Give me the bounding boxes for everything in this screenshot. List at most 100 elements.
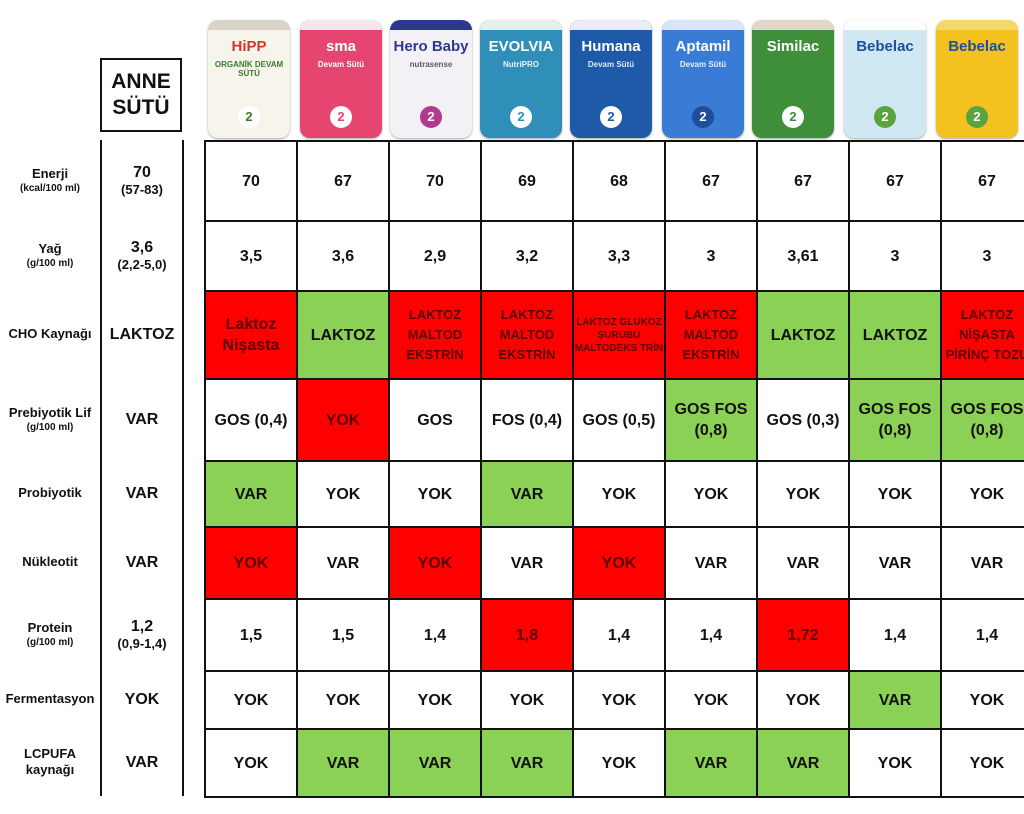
table-row: YOK YOK YOK YOK YOK YOK YOK VAR YOK — [204, 670, 1024, 730]
table-cell: YOK — [664, 670, 758, 730]
table-cell: 2,9 — [388, 220, 482, 292]
can-lid — [208, 20, 290, 30]
brand-logo: Hero Baby — [393, 38, 469, 55]
stage-number-badge: 2 — [238, 106, 260, 128]
table-cell: VAR — [204, 460, 298, 528]
table-cell: YOK — [480, 670, 574, 730]
table-cell: LAKTOZ GLUKOZ ŞURUBU MALTODEKS TRİN — [572, 290, 666, 380]
table-cell: LAKTOZ MALTOD EKSTRİN — [480, 290, 574, 380]
row-label-unit: (g/100 ml) — [26, 257, 74, 269]
table-cell: LAKTOZ MALTOD EKSTRİN — [664, 290, 758, 380]
row-label: Nükleotit — [0, 526, 100, 598]
table-cell: YOK — [940, 460, 1024, 528]
row-label-text: Yağ — [38, 240, 62, 256]
can-lid — [390, 20, 472, 30]
brand-logo: Humana — [581, 38, 641, 55]
brand-logo: Bebelac — [948, 38, 1006, 55]
formula-can: sma Devam Sütü 2 — [300, 20, 382, 138]
table-cell: VAR — [848, 526, 942, 600]
brand-image-2: sma Devam Sütü 2 — [296, 14, 386, 138]
comparison-table: 70 67 70 69 68 67 67 67 67 3,5 3,6 2,9 3,2 3,3 3 3,61 3 3… — [204, 140, 1024, 798]
brand-logo: EVOLVIA — [488, 38, 554, 55]
table-cell: 3,6 — [296, 220, 390, 292]
table-cell: YOK — [572, 670, 666, 730]
table-cell: LAKTOZ — [756, 290, 850, 380]
table-cell: YOK — [204, 728, 298, 798]
table-cell: 1,4 — [848, 598, 942, 672]
row-label: LCPUFA kaynağı — [0, 728, 100, 796]
table-cell: VAR — [388, 728, 482, 798]
stage-number-badge: 2 — [600, 106, 622, 128]
brand-tagline: Devam Sütü — [679, 60, 727, 69]
stage-number-badge: 2 — [420, 106, 442, 128]
anne-sutu-cell: 3,6 (2,2-5,0) — [100, 220, 184, 290]
can-lid — [752, 20, 834, 30]
row-label-unit: (g/100 ml) — [26, 636, 74, 648]
brand-logo: Bebelac — [856, 38, 914, 55]
anne-sutu-value: 1,2 — [130, 617, 154, 635]
brand-image-1: HiPP ORGANİK DEVAM SÜTÜ 2 — [204, 14, 294, 138]
anne-sutu-line1: ANNE — [111, 70, 171, 93]
brand-image-7: Similac 2 — [748, 14, 838, 138]
table-cell: YOK — [204, 670, 298, 730]
row-label: CHO Kaynağı — [0, 290, 100, 378]
can-lid — [480, 20, 562, 30]
table-cell: YOK — [940, 670, 1024, 730]
table-cell: GOS FOS (0,8) — [848, 378, 942, 462]
anne-sutu-range: (2,2-5,0) — [117, 256, 167, 272]
can-lid — [844, 20, 926, 30]
anne-sutu-cell: YOK — [100, 670, 184, 728]
anne-sutu-value: 3,6 — [130, 238, 154, 256]
table-cell: VAR — [480, 526, 574, 600]
table-cell: 3 — [664, 220, 758, 292]
brand-image-3: Hero Baby nutrasense 2 — [386, 14, 476, 138]
table-cell: GOS FOS (0,8) — [664, 378, 758, 462]
brand-image-5: Humana Devam Sütü 2 — [566, 14, 656, 138]
row-label-text: Protein — [27, 619, 73, 635]
row-label: Enerji (kcal/100 ml) — [0, 140, 100, 220]
table-row: YOK VAR VAR VAR YOK VAR VAR YOK YOK — [204, 728, 1024, 798]
anne-sutu-header: ANNE SÜTÜ — [100, 58, 182, 132]
anne-sutu-line2: SÜTÜ — [112, 96, 170, 119]
formula-can: Hero Baby nutrasense 2 — [390, 20, 472, 138]
stage-number-badge: 2 — [782, 106, 804, 128]
table-cell: 1,8 — [480, 598, 574, 672]
table-cell: 67 — [848, 140, 942, 222]
table-cell: YOK — [388, 460, 482, 528]
table-cell: VAR — [756, 526, 850, 600]
table-cell: YOK — [572, 460, 666, 528]
table-cell: YOK — [388, 670, 482, 730]
table-cell: 1,5 — [296, 598, 390, 672]
formula-can: Aptamil Devam Sütü 2 — [662, 20, 744, 138]
table-cell: LAKTOZ NİŞASTA PİRİNÇ TOZU — [940, 290, 1024, 380]
table-cell: YOK — [940, 728, 1024, 798]
brand-tagline: Devam Sütü — [317, 60, 365, 69]
table-cell: VAR — [296, 728, 390, 798]
brand-image-8: Bebelac 2 — [840, 14, 930, 138]
row-label-text: LCPUFA kaynağı — [24, 746, 76, 777]
anne-sutu-value: VAR — [125, 484, 159, 502]
table-cell: YOK — [388, 526, 482, 600]
formula-can: Bebelac 2 — [844, 20, 926, 138]
can-lid — [570, 20, 652, 30]
table-cell: YOK — [572, 526, 666, 600]
formula-can: Bebelac 2 — [936, 20, 1018, 138]
can-lid — [300, 20, 382, 30]
table-cell: LAKTOZ MALTOD EKSTRİN — [388, 290, 482, 380]
anne-sutu-value: VAR — [125, 753, 159, 771]
table-cell: YOK — [572, 728, 666, 798]
table-cell: VAR — [756, 728, 850, 798]
table-cell: VAR — [940, 526, 1024, 600]
brand-logo: sma — [325, 38, 357, 55]
anne-sutu-cell: 70 (57-83) — [100, 140, 184, 220]
brand-logo: HiPP — [231, 38, 267, 55]
row-label: Protein (g/100 ml) — [0, 598, 100, 670]
table-row: Laktoz Nişasta LAKTOZ LAKTOZ MALTOD EKSTRİ… — [204, 290, 1024, 380]
formula-can: Humana Devam Sütü 2 — [570, 20, 652, 138]
stage-number-badge: 2 — [874, 106, 896, 128]
anne-sutu-column: 70 (57-83) 3,6 (2,2-5,0) LAKTOZ VAR VAR VAR 1,2(… — [100, 140, 184, 796]
row-label-text: Nükleotit — [22, 554, 78, 569]
table-cell: 3,61 — [756, 220, 850, 292]
table-cell: YOK — [848, 460, 942, 528]
table-cell: 3,3 — [572, 220, 666, 292]
